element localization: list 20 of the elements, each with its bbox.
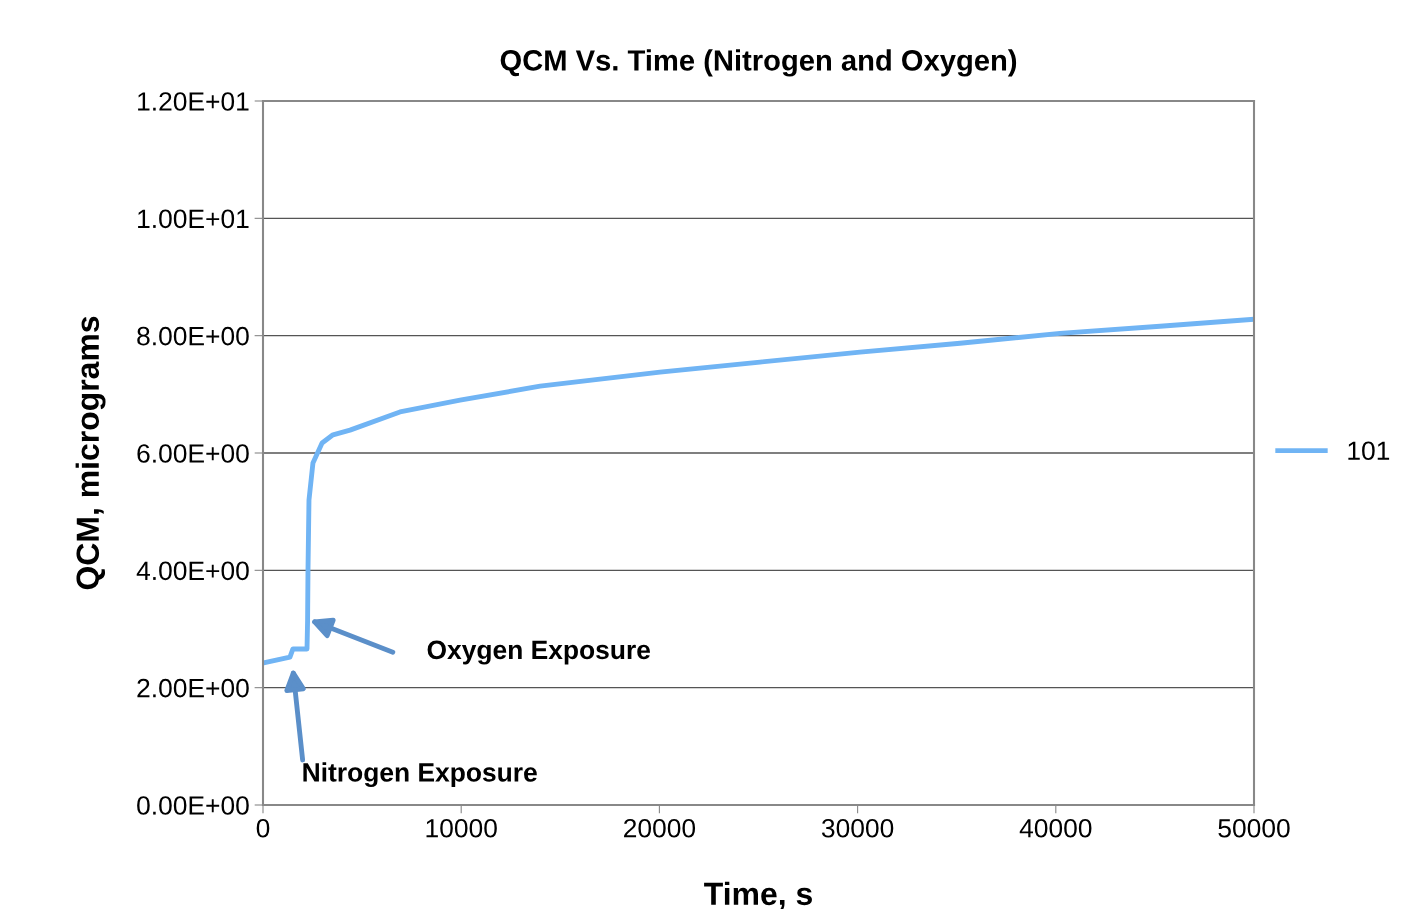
y-tick-label: 2.00E+00	[137, 678, 249, 698]
y-tick-label: 4.00E+00	[136, 561, 249, 581]
x-axis-title: Time, s	[704, 881, 812, 909]
y-tick-label: 6.00E+00	[137, 444, 249, 463]
chart-title: QCM Vs. Time (Nitrogen and Oxygen)	[500, 49, 1017, 77]
x-tick-label: 50000	[1218, 818, 1290, 838]
y-tick-label: 8.00E+00	[137, 326, 249, 346]
y-axis-title: QCM, micrograms	[75, 316, 106, 590]
annotation: Oxygen Exposure	[427, 640, 650, 665]
x-tick-label: 0	[256, 818, 270, 838]
x-tick-label: 40000	[1019, 818, 1092, 838]
line-series	[263, 316, 1254, 666]
y-tick-label: 1.00E+01	[138, 209, 249, 229]
annotation: Nitrogen Exposure	[303, 762, 537, 788]
y-tick-label: 0.00E+00	[137, 796, 249, 815]
y-tick-label: 1.20E+01	[138, 92, 249, 111]
legend-label: 101	[1348, 441, 1390, 461]
x-tick-label: 20000	[624, 818, 696, 838]
x-tick-label: 30000	[821, 818, 894, 838]
x-tick-label: 10000	[426, 818, 497, 838]
